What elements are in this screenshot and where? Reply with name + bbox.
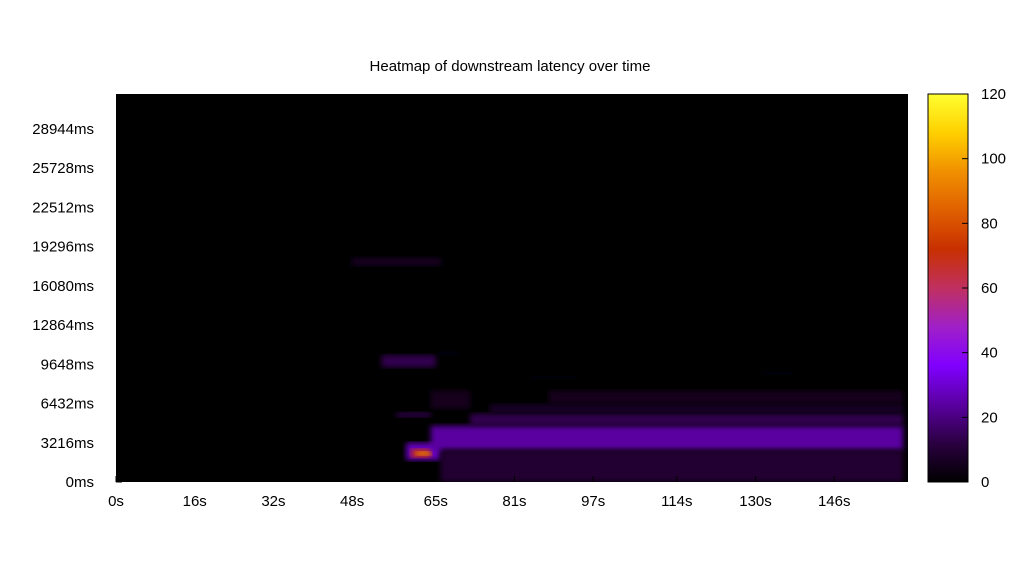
heatmap-cell bbox=[440, 450, 904, 482]
colorbar-tick-label: 120 bbox=[981, 86, 1006, 103]
heatmap-cell bbox=[470, 413, 904, 426]
y-tick-label: 3216ms bbox=[41, 435, 94, 452]
colorbar-tick-label: 100 bbox=[981, 151, 1006, 168]
heatmap-cell bbox=[529, 375, 579, 379]
x-axis: 0s 16s 32s 48s 65s 81s 97s 114s 130s 146s bbox=[108, 476, 850, 510]
y-tick-label: 28944ms bbox=[32, 121, 94, 138]
heatmap-cell bbox=[435, 351, 461, 356]
colorbar-axis: 0 20 40 60 80 100 120 bbox=[962, 86, 1006, 491]
x-tick-label: 114s bbox=[661, 493, 692, 510]
x-tick-label: 81s bbox=[502, 493, 526, 510]
chart-title: Heatmap of downstream latency over time bbox=[370, 58, 651, 75]
heatmap-cell bbox=[352, 257, 441, 267]
colorbar-tick-label: 80 bbox=[981, 215, 998, 232]
x-tick-label: 0s bbox=[108, 493, 124, 510]
heatmap-cell bbox=[760, 372, 795, 375]
heatmap-cells bbox=[352, 257, 904, 482]
colorbar-tick-label: 20 bbox=[981, 409, 998, 426]
x-tick-label: 97s bbox=[581, 493, 605, 510]
heatmap-cell bbox=[396, 412, 431, 418]
colorbar-tick-label: 60 bbox=[981, 280, 998, 297]
y-tick-label: 22512ms bbox=[32, 199, 94, 216]
heatmap-cell bbox=[381, 355, 436, 368]
y-tick-label: 16080ms bbox=[32, 278, 94, 295]
y-axis: 0ms 3216ms 6432ms 9648ms 12864ms 16080ms 19296… bbox=[32, 121, 122, 491]
heatmap-cell bbox=[430, 390, 471, 409]
x-tick-label: 65s bbox=[424, 493, 448, 510]
heatmap-cell bbox=[548, 390, 904, 404]
x-tick-label: 130s bbox=[739, 493, 772, 510]
heatmap-cell bbox=[416, 451, 431, 456]
x-tick-label: 48s bbox=[340, 493, 364, 510]
heatmap-cell bbox=[430, 425, 904, 451]
colorbar-tick-label: 0 bbox=[981, 474, 989, 491]
x-tick-label: 146s bbox=[818, 493, 851, 510]
y-tick-label: 0ms bbox=[66, 474, 94, 491]
x-tick-label: 32s bbox=[261, 493, 285, 510]
x-tick-label: 16s bbox=[183, 493, 207, 510]
y-tick-label: 19296ms bbox=[32, 239, 94, 256]
colorbar-tick-label: 40 bbox=[981, 345, 998, 362]
y-tick-label: 25728ms bbox=[32, 160, 94, 177]
heatmap-cell bbox=[489, 403, 904, 414]
y-tick-label: 12864ms bbox=[32, 317, 94, 334]
y-tick-label: 9648ms bbox=[41, 356, 94, 373]
y-tick-label: 6432ms bbox=[41, 396, 94, 413]
